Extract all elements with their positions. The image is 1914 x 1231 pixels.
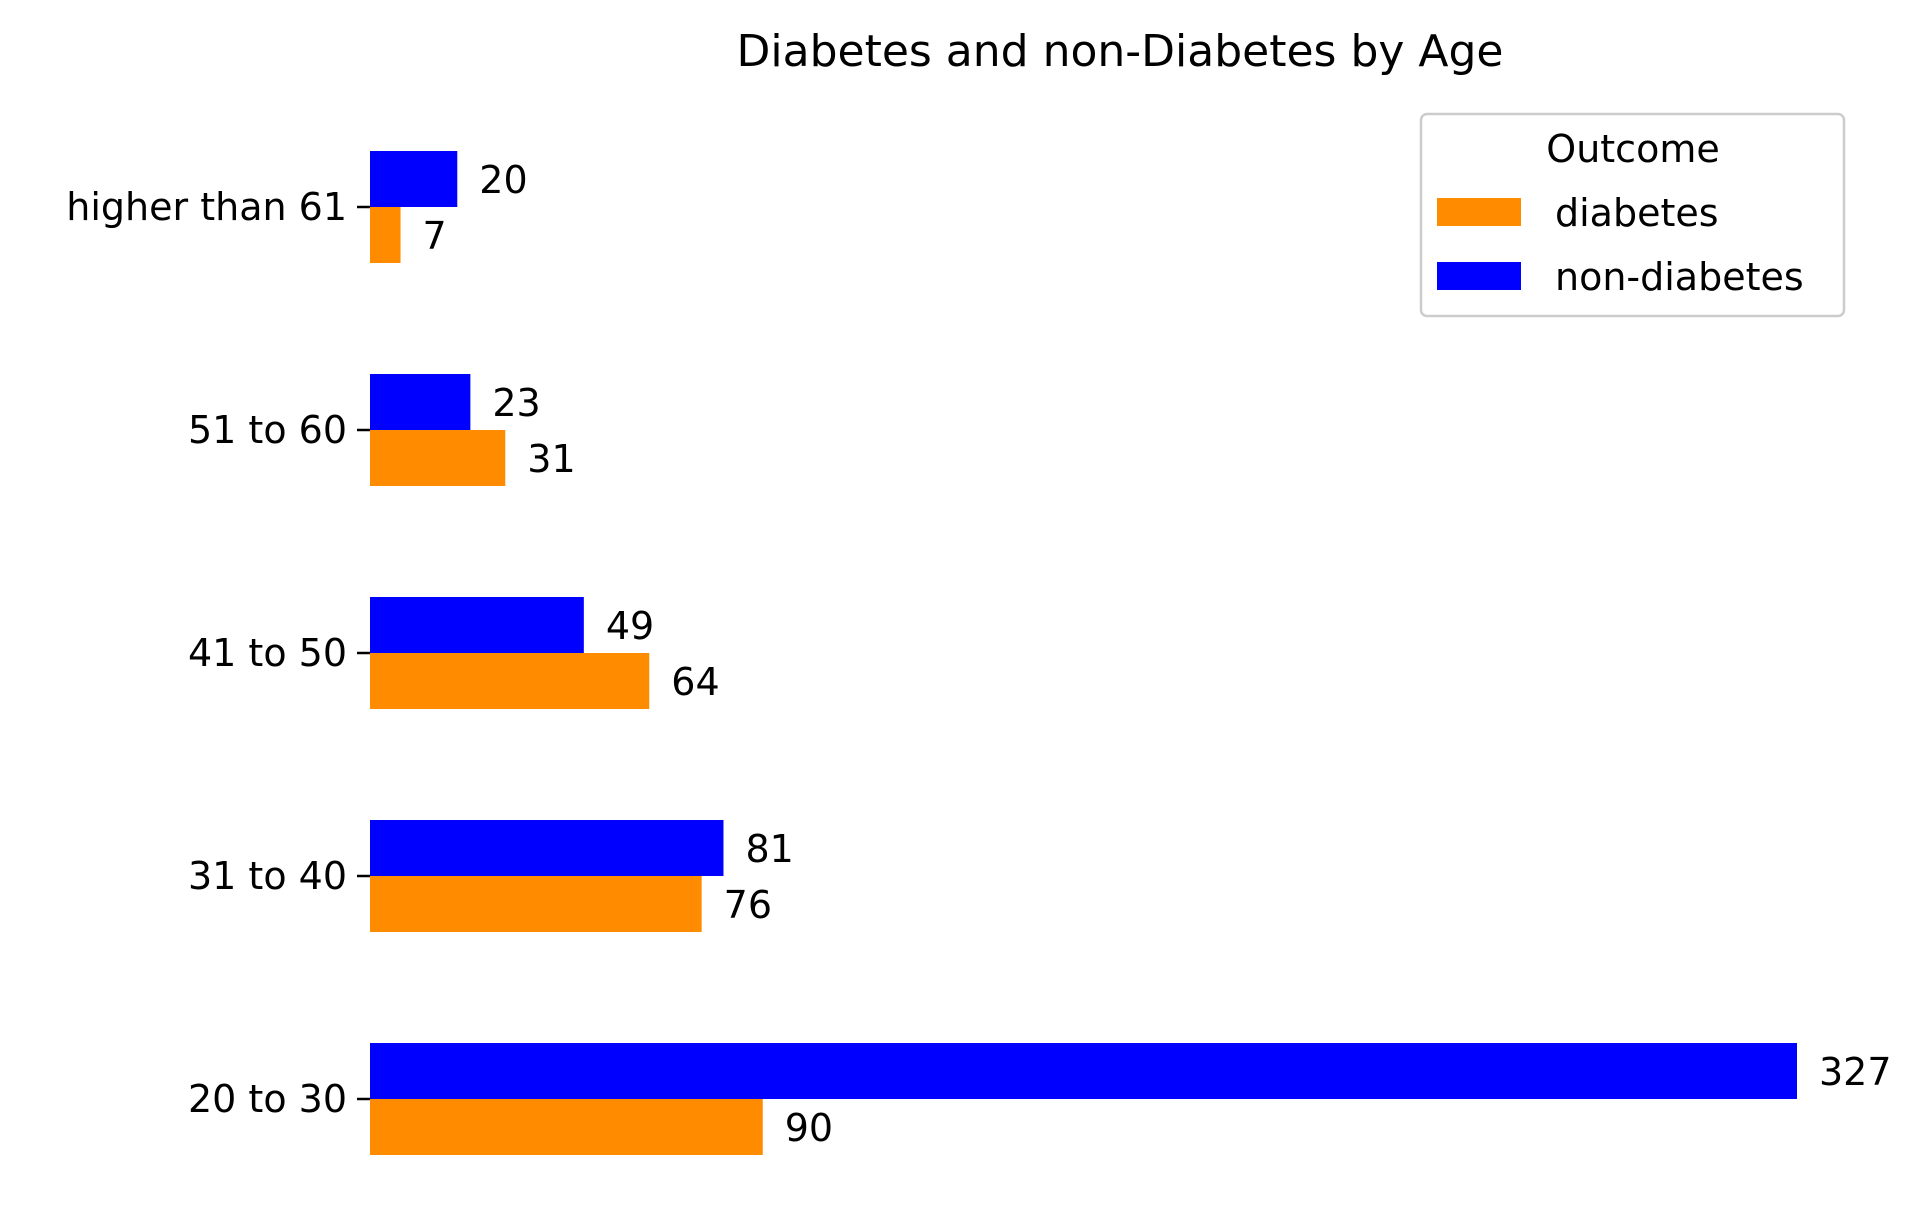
y-tick-label-20-to-30: 20 to 30 bbox=[188, 1077, 347, 1121]
bars bbox=[370, 151, 1797, 1155]
bar-non-diabetes-51-to-60 bbox=[370, 374, 471, 430]
legend-label-diabetes: diabetes bbox=[1555, 191, 1719, 235]
bar-diabetes-41-to-50 bbox=[370, 653, 650, 709]
legend-swatch-non-diabetes bbox=[1437, 262, 1521, 290]
bar-diabetes-higher-than-61 bbox=[370, 207, 401, 263]
value-labels: 327 90 81 76 49 64 23 31 20 7 bbox=[423, 158, 1892, 1150]
value-label-non-diabetes-41-to-50: 49 bbox=[606, 604, 654, 648]
value-label-non-diabetes-51-to-60: 23 bbox=[492, 381, 540, 425]
bar-non-diabetes-31-to-40 bbox=[370, 820, 724, 876]
value-label-diabetes-higher-than-61: 7 bbox=[423, 214, 447, 258]
value-label-non-diabetes-higher-than-61: 20 bbox=[479, 158, 527, 202]
y-tick-label-41-to-50: 41 to 50 bbox=[188, 631, 347, 675]
legend-frame bbox=[1419, 112, 1846, 318]
value-label-diabetes-31-to-40: 76 bbox=[724, 883, 772, 927]
bar-diabetes-20-to-30 bbox=[370, 1099, 763, 1155]
bar-diabetes-31-to-40 bbox=[370, 876, 702, 932]
chart-title: Diabetes and non-Diabetes by Age bbox=[737, 26, 1504, 77]
y-tick-label-higher-than-61: higher than 61 bbox=[66, 185, 347, 229]
bar-diabetes-51-to-60 bbox=[370, 430, 506, 486]
bar-non-diabetes-higher-than-61 bbox=[370, 151, 458, 207]
value-label-non-diabetes-31-to-40: 81 bbox=[745, 827, 793, 871]
y-tick-label-31-to-40: 31 to 40 bbox=[188, 854, 347, 898]
value-label-diabetes-51-to-60: 31 bbox=[527, 437, 575, 481]
bar-non-diabetes-20-to-30 bbox=[370, 1043, 1797, 1099]
y-tick-label-51-to-60: 51 to 60 bbox=[188, 408, 347, 452]
legend-swatch-diabetes bbox=[1437, 198, 1521, 226]
value-label-non-diabetes-20-to-30: 327 bbox=[1819, 1050, 1892, 1094]
legend-title: Outcome bbox=[1546, 127, 1719, 171]
value-label-diabetes-20-to-30: 90 bbox=[785, 1106, 833, 1150]
value-label-diabetes-41-to-50: 64 bbox=[671, 660, 719, 704]
legend: Outcome diabetes non-diabetes bbox=[1419, 112, 1846, 318]
legend-label-non-diabetes: non-diabetes bbox=[1555, 255, 1804, 299]
y-axis-ticks: 20 to 30 31 to 40 41 to 50 51 to 60 higher t… bbox=[66, 185, 370, 1121]
bar-non-diabetes-41-to-50 bbox=[370, 597, 584, 653]
